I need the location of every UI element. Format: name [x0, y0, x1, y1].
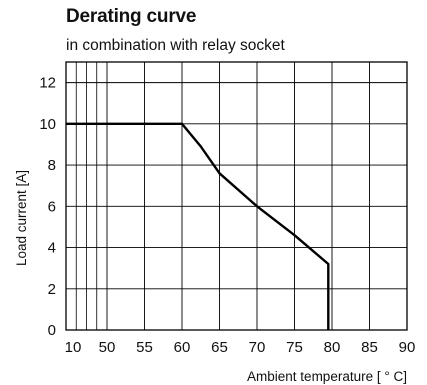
x-tick-label: 90: [399, 339, 416, 356]
y-tick-label: 10: [39, 116, 56, 133]
x-tick-label: 75: [286, 339, 303, 356]
series-line: [66, 122, 330, 330]
x-tick-label: 55: [136, 339, 153, 356]
x-tick-label: 10: [65, 339, 82, 356]
chart-title: Derating curve: [66, 6, 197, 27]
plot-frame: [65, 61, 408, 331]
x-tick-label: 60: [174, 339, 191, 356]
y-tick-labels: 0 2 4 6 8 10 12: [39, 75, 56, 339]
y-tick-label: 8: [48, 157, 56, 174]
x-tick-label: 50: [99, 339, 116, 356]
x-tick-label: 85: [361, 339, 378, 356]
chart-subtitle: in combination with relay socket: [66, 37, 285, 54]
series-layer: [66, 122, 330, 330]
x-tick-label: 65: [211, 339, 228, 356]
y-tick-label: 2: [48, 281, 56, 298]
minor-gridlines: [75, 62, 98, 330]
y-tick-label: 4: [48, 240, 56, 257]
y-axis-label: Load current [A]: [14, 170, 29, 266]
y-tick-label: 6: [48, 198, 56, 215]
y-tick-label: 12: [39, 75, 56, 92]
major-gridlines: [65, 62, 408, 331]
x-tick-label: 80: [324, 339, 341, 356]
x-axis-label: Ambient temperature [ ° C]: [247, 369, 407, 384]
x-tick-label: 70: [249, 339, 266, 356]
y-tick-label: 0: [48, 322, 56, 339]
x-tick-labels: 10 50 55 60 65 70 75 80 85 90: [65, 339, 416, 356]
